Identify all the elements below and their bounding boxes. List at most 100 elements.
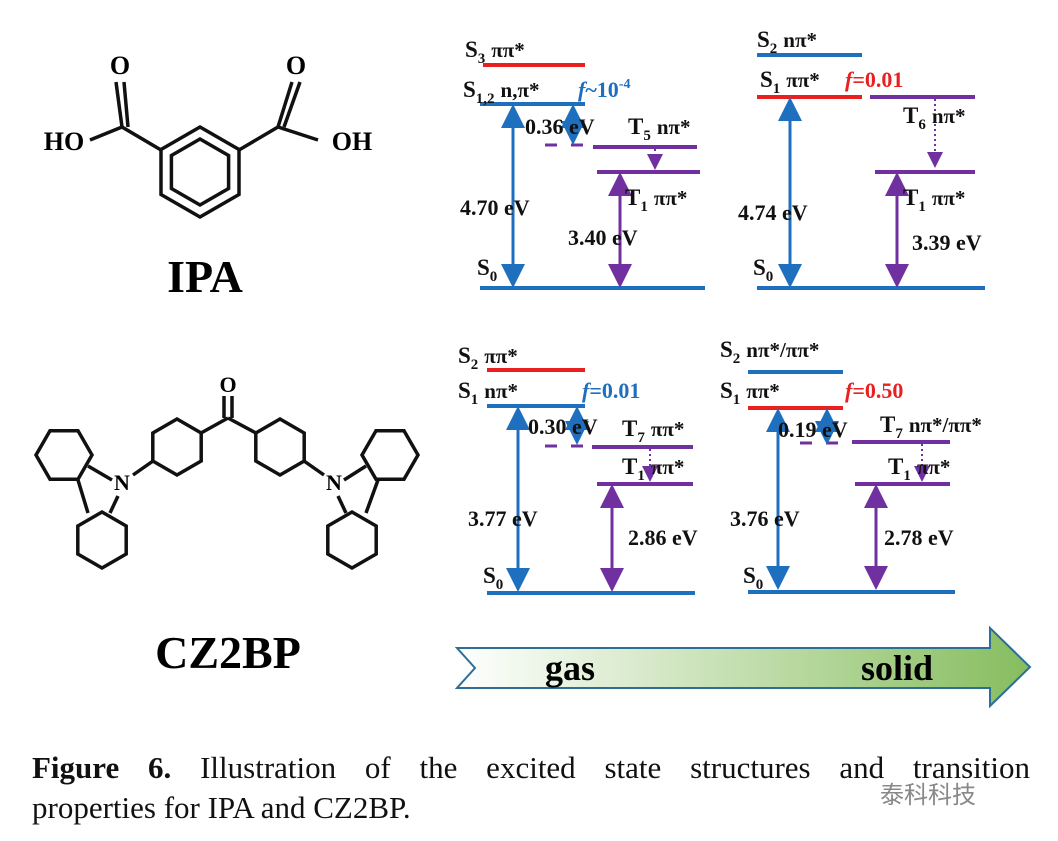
state-label: S0 (743, 563, 763, 593)
bond (200, 416, 229, 435)
f-value: =0.01 (852, 67, 903, 92)
state-character: ππ* (491, 38, 525, 62)
state-character: nπ* (783, 28, 817, 52)
energy-gap: 2.86 eV (628, 525, 698, 550)
bond (227, 416, 257, 435)
oscillator-strength: f=0.01 (845, 67, 903, 92)
state-symbol: S (463, 77, 476, 102)
state-label: T1 ππ* (625, 185, 687, 215)
energy-gap: 2.78 eV (884, 525, 954, 550)
energy-gap: 3.77 eV (468, 506, 538, 531)
state-character: nπ* (484, 379, 518, 403)
state-symbol: S (757, 27, 770, 52)
f-value: ~10 (585, 77, 618, 102)
state-label: S2 ππ* (458, 343, 518, 373)
bond (277, 125, 319, 142)
state-index: 0 (490, 269, 498, 285)
energy-gap: 3.40 eV (568, 225, 638, 250)
state-label: T1 ππ* (903, 185, 965, 215)
bond (122, 81, 130, 128)
state-symbol: S (483, 563, 496, 588)
bond (364, 479, 380, 514)
state-label: T5 nπ* (628, 114, 691, 144)
gas-solid-arrow (454, 625, 1032, 709)
state-character: nπ* (657, 115, 691, 139)
state-label: T7 nπ*/ππ* (880, 412, 982, 442)
state-character: ππ* (786, 68, 820, 92)
bond (302, 459, 326, 477)
bond (336, 495, 348, 514)
state-index: 1 (903, 468, 911, 484)
state-symbol: T (625, 185, 640, 210)
energy-gap: 3.76 eV (730, 506, 800, 531)
state-symbol: S (720, 337, 733, 362)
energy-gap: 4.70 eV (460, 195, 530, 220)
state-index: 7 (895, 426, 903, 442)
state-label: S1,2 n,π* (463, 77, 539, 107)
ring (33, 429, 95, 481)
oscillator-strength: f=0.01 (582, 378, 640, 403)
energy-gap: 0.19 eV (778, 417, 848, 442)
state-label: S0 (753, 255, 773, 285)
molecule-name: CZ2BP (155, 627, 301, 678)
state-label: S1 nπ* (458, 378, 518, 408)
energy-gap: 0.30 eV (528, 414, 598, 439)
state-index: 1 (733, 392, 741, 408)
state-index: 1 (471, 392, 479, 408)
f-value: =0.50 (852, 378, 903, 403)
state-symbol: T (903, 103, 918, 128)
state-index: 2 (733, 351, 741, 367)
ring (254, 416, 306, 478)
state-index: 5 (643, 128, 651, 144)
state-symbol: T (880, 412, 895, 437)
state-symbol: S (760, 67, 773, 92)
state-index: 7 (637, 430, 645, 446)
bond (108, 495, 120, 514)
bond (276, 81, 294, 128)
bond (89, 125, 123, 142)
state-label: T6 nπ* (903, 103, 966, 133)
state-index: 1 (773, 81, 781, 97)
state-character: ππ* (651, 417, 685, 441)
molecule-drawings (33, 81, 421, 571)
state-symbol: S (743, 563, 756, 588)
atom: O (286, 51, 306, 80)
state-index: 1 (640, 199, 648, 215)
state-index: 2 (471, 357, 479, 373)
f-value: =0.01 (589, 378, 640, 403)
state-label: S0 (477, 255, 497, 285)
energy-gap: 3.39 eV (912, 230, 982, 255)
state-character: nπ* (932, 104, 966, 128)
bond (87, 464, 113, 482)
state-character: nπ*/ππ* (909, 413, 982, 437)
f-symbol: f (845, 378, 855, 403)
atom-labels: O HO O OH O N N (44, 51, 372, 495)
state-label: S2 nπ* (757, 27, 817, 57)
ring (169, 136, 231, 208)
caption-label: Figure 6. (32, 750, 172, 785)
state-symbol: S (458, 378, 471, 403)
atom: O (110, 51, 130, 80)
state-symbol: S (458, 343, 471, 368)
atom: O (219, 372, 236, 397)
state-symbol: T (622, 454, 637, 479)
energy-gap: 4.74 eV (738, 200, 808, 225)
state-index: 1,2 (476, 91, 495, 107)
state-character: ππ* (484, 344, 518, 368)
state-character: ππ* (917, 455, 951, 479)
state-index: 0 (496, 577, 504, 593)
bond (76, 479, 90, 514)
f-symbol: f (582, 378, 592, 403)
state-symbol: T (628, 114, 643, 139)
state-index: 1 (918, 199, 926, 215)
state-symbol: T (888, 454, 903, 479)
state-index: 0 (766, 269, 774, 285)
state-character: nπ*/ππ* (746, 338, 819, 362)
state-index: 2 (770, 41, 778, 57)
state-symbol: S (465, 37, 478, 62)
arrow-right-label: solid (861, 648, 933, 688)
bond (343, 464, 367, 482)
oscillator-strength: f=0.50 (845, 378, 903, 403)
atom: OH (332, 127, 372, 156)
